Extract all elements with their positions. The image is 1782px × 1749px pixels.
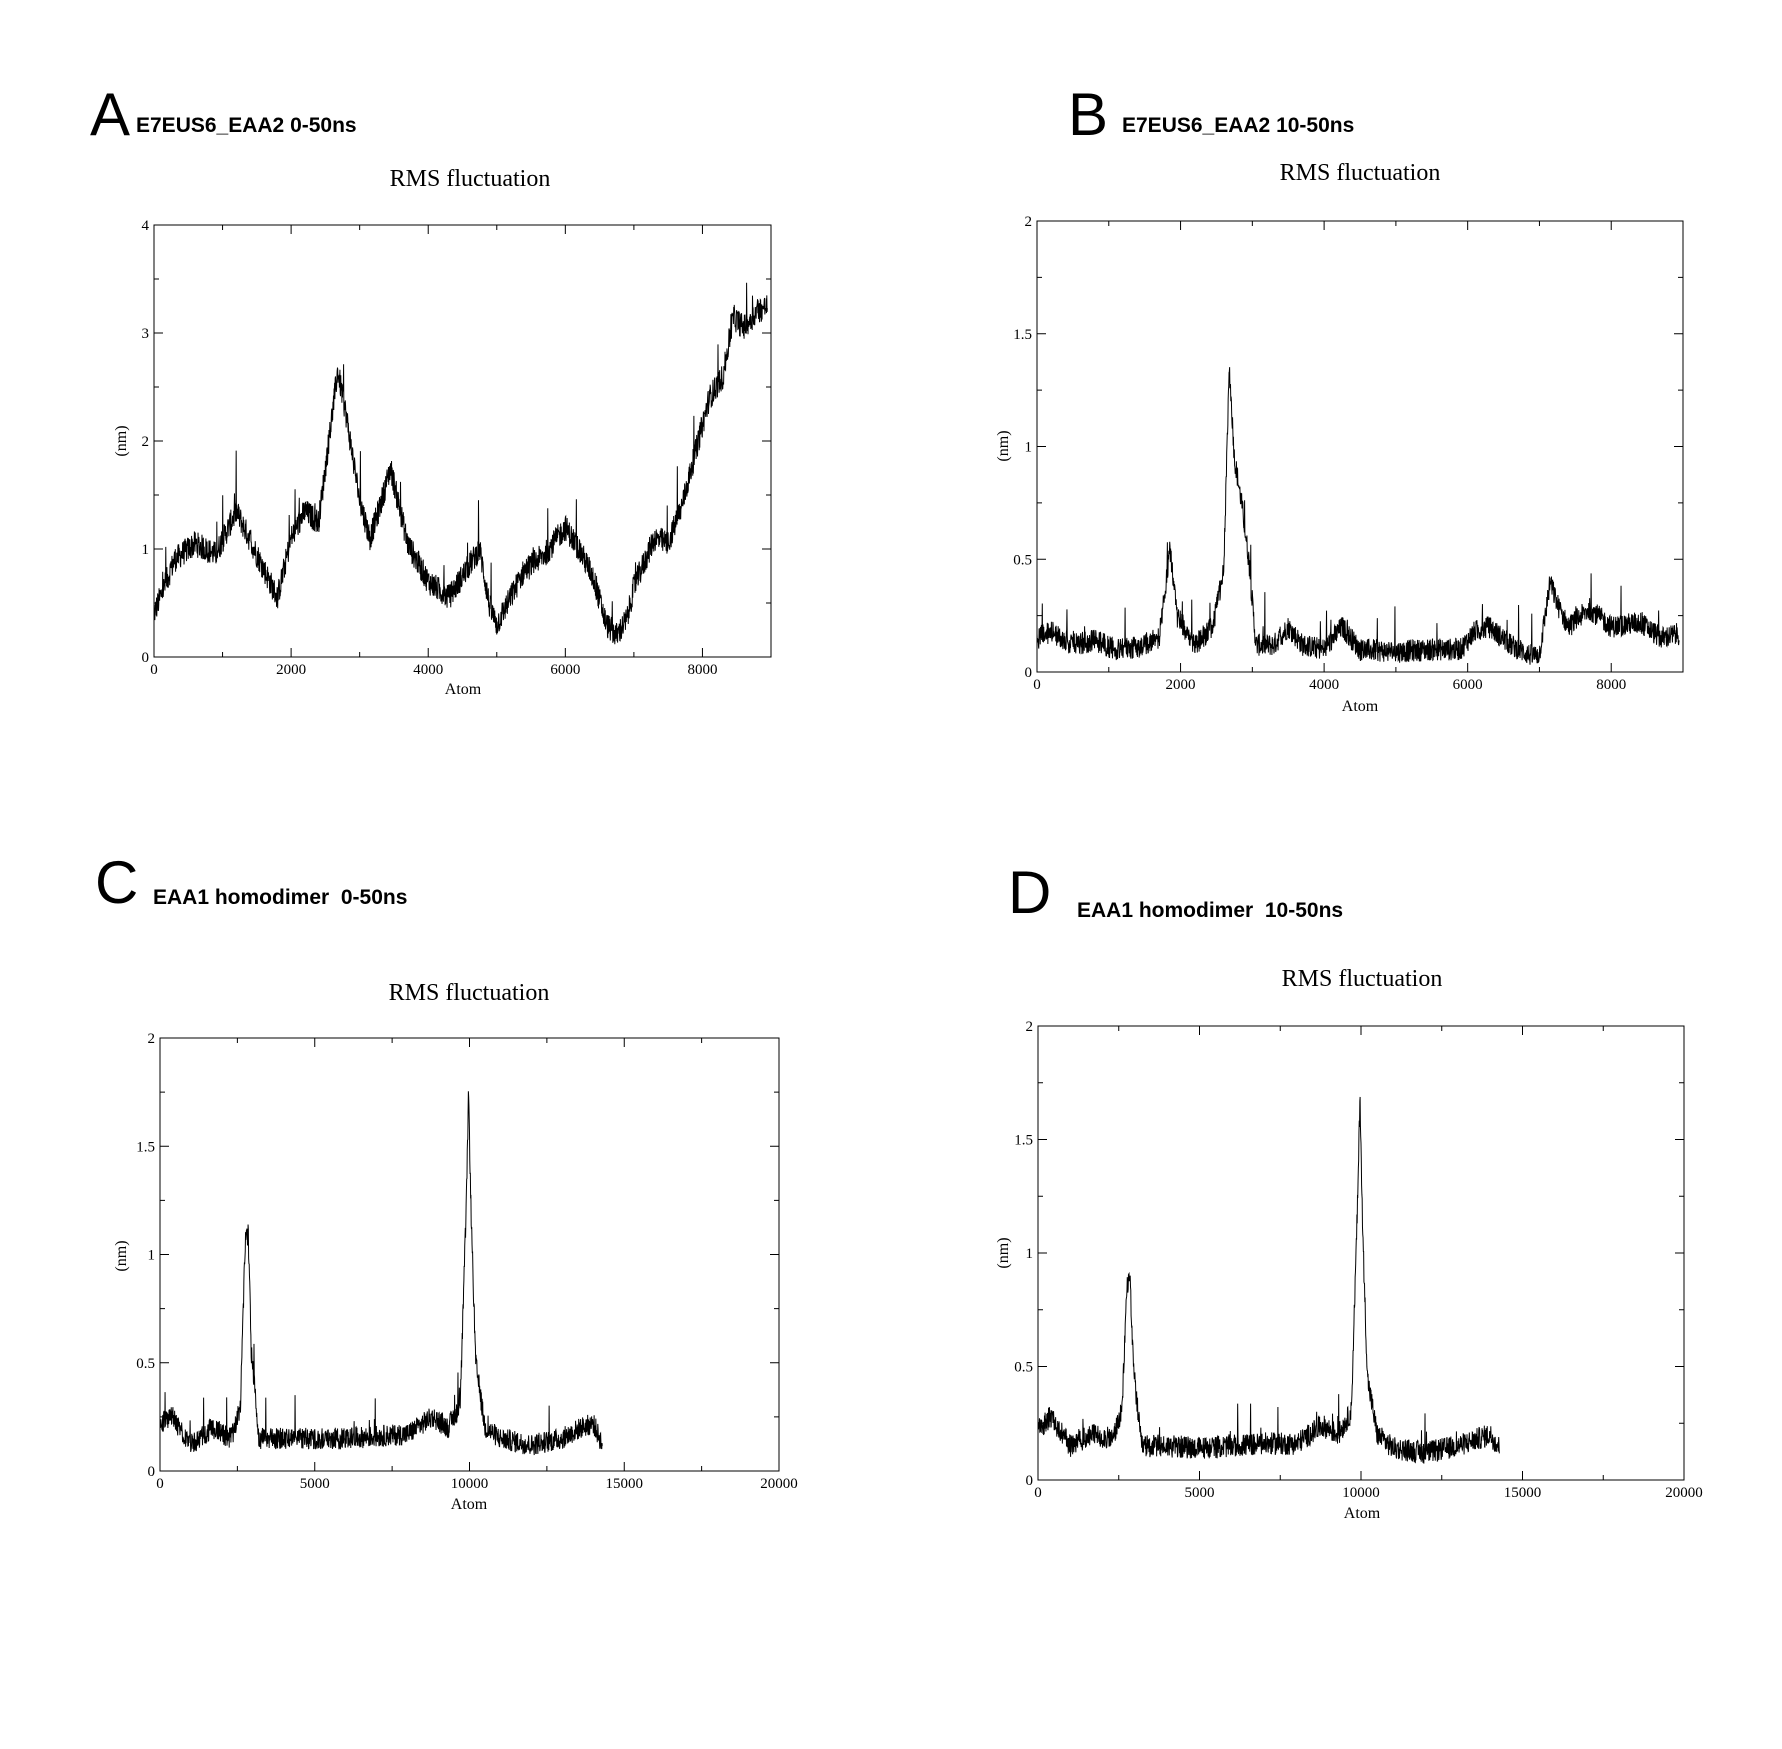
x-axis-label: Atom [1342,698,1379,715]
y-tick-label: 1 [148,1248,156,1264]
rmsf-series-line [159,1091,603,1456]
y-axis-label: (nm) [113,1240,130,1271]
panel-letter: B [1068,81,1109,148]
x-tick-label: 15000 [606,1476,644,1492]
x-tick-label: 5000 [1185,1485,1215,1501]
y-tick-label: 4 [142,218,150,234]
panel-a: A E7EUS6_EAA2 0-50ns RMS fluctuation 0 200… [0,0,891,820]
y-axis-label: (nm) [995,430,1012,461]
y-tick-label: 0 [148,1464,156,1480]
x-tick-label: 6000 [550,662,580,678]
x-tick-label: 5000 [300,1476,330,1492]
y-tick-label: 1.5 [1013,327,1032,343]
x-tick-label: 4000 [413,662,443,678]
x-tick-label: 0 [156,1476,164,1492]
rmsf-series-line [1037,1096,1500,1464]
rmsf-series-line [153,282,768,645]
y-tick-label: 0 [1025,665,1033,681]
x-tick-label: 0 [1033,677,1041,693]
y-tick-label: 1 [1025,440,1033,456]
plot-frame [159,1037,780,1472]
rmsf-chart-a: RMS fluctuation 0 2000 4000 6000 8000 0 1 2 3 4 Ato… [113,166,772,698]
y-tick-label: 0.5 [136,1356,155,1372]
x-tick-label: 8000 [1596,677,1626,693]
y-tick-label: 2 [148,1031,156,1047]
plot-frame [153,224,772,658]
y-tick-label: 0.5 [1013,552,1032,568]
panel-letter: D [1008,859,1052,926]
x-tick-label: 0 [150,662,158,678]
y-tick-label: 1 [142,542,150,558]
x-tick-label: 15000 [1504,1485,1542,1501]
x-tick-label: 0 [1034,1485,1042,1501]
plot-frame [1036,220,1684,673]
panel-d: D EAA1 homodimer 10-50ns RMS fluctuation… [891,820,1782,1640]
y-tick-label: 2 [1025,214,1033,230]
y-axis-label: (nm) [995,1237,1012,1268]
y-tick-label: 0.5 [1014,1360,1033,1376]
rmsf-chart-c: RMS fluctuation 0 5000 10000 15000 20000 0 0.5 1… [113,980,798,1513]
panel-subtitle: E7EUS6_EAA2 0-50ns [136,114,357,137]
chart-title: RMS fluctuation [1282,966,1443,992]
panel-letter: A [90,81,131,148]
rmsf-series-line [1036,367,1680,665]
x-axis-label: Atom [451,1496,488,1513]
x-tick-label: 6000 [1453,677,1483,693]
x-tick-label: 10000 [1342,1485,1380,1501]
x-tick-label: 2000 [276,662,306,678]
plot-frame [1037,1025,1685,1481]
y-tick-label: 2 [1026,1019,1034,1035]
x-axis-label: Atom [1344,1505,1381,1522]
panel-subtitle: EAA1 homodimer 10-50ns [1077,899,1344,922]
x-axis-label: Atom [445,681,482,698]
y-tick-label: 3 [142,326,150,342]
y-tick-label: 1.5 [1014,1133,1033,1149]
y-tick-label: 2 [142,434,150,450]
x-tick-label: 20000 [1665,1485,1703,1501]
x-tick-label: 2000 [1166,677,1196,693]
chart-title: RMS fluctuation [1280,160,1441,186]
y-tick-label: 1 [1026,1246,1034,1262]
rmsf-chart-d: RMS fluctuation 0 5000 10000 15000 20000 0 0.5 1… [995,966,1703,1522]
y-tick-label: 0 [1026,1473,1034,1489]
panel-subtitle: E7EUS6_EAA2 10-50ns [1122,114,1355,137]
panel-b: B E7EUS6_EAA2 10-50ns RMS fluctuation 0 20… [891,0,1782,820]
panel-c: C EAA1 homodimer 0-50ns RMS fluctuation 0… [0,820,891,1640]
x-tick-label: 10000 [451,1476,489,1492]
panel-subtitle: EAA1 homodimer 0-50ns [153,886,408,909]
y-tick-label: 0 [142,650,150,666]
chart-title: RMS fluctuation [389,980,550,1006]
y-tick-label: 1.5 [136,1139,155,1155]
x-tick-label: 20000 [760,1476,798,1492]
x-tick-label: 4000 [1309,677,1339,693]
rmsf-chart-b: RMS fluctuation 0 2000 4000 6000 8000 0 0.5 1 1.5… [995,160,1684,715]
x-tick-label: 8000 [687,662,717,678]
chart-title: RMS fluctuation [390,166,551,192]
y-axis-label: (nm) [113,425,130,456]
panel-letter: C [95,849,139,916]
